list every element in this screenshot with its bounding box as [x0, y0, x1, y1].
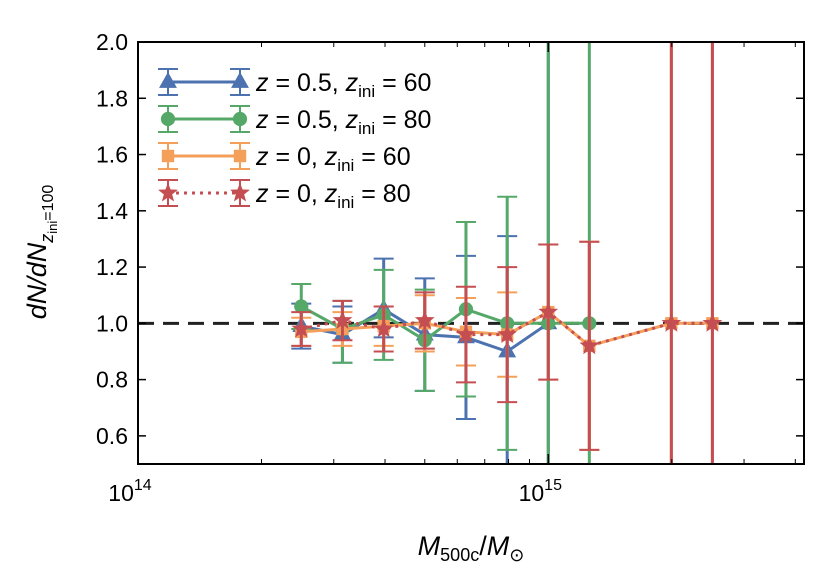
legend-label: z = 0.5, zini = 60 — [255, 69, 431, 101]
legend-marker — [233, 149, 247, 163]
series-3 — [291, 42, 723, 464]
data-point — [291, 318, 312, 338]
y-tick-label: 0.8 — [96, 367, 128, 393]
data-point — [414, 310, 435, 329]
legend-marker — [231, 71, 249, 88]
data-point — [332, 310, 353, 329]
data-point — [456, 324, 476, 344]
y-tick-label: 1.0 — [96, 310, 128, 336]
data-point — [373, 318, 394, 338]
y-tick-label: 2.0 — [96, 29, 128, 55]
y-tick-label: 0.6 — [96, 423, 128, 449]
y-tick-label: 1.4 — [96, 198, 128, 224]
y-axis-label: dN/dNzini=100 — [22, 185, 60, 320]
legend-marker — [232, 111, 248, 127]
x-axis-label: M500c/M⊙ — [418, 531, 525, 565]
legend-marker — [160, 111, 176, 127]
legend-label: z = 0, zini = 60 — [255, 143, 411, 175]
data-point — [661, 312, 682, 332]
legend-entry-1: z = 0.5, zini = 80 — [158, 105, 431, 138]
plot-frame — [137, 41, 805, 465]
y-tick-label: 1.6 — [96, 142, 128, 168]
data-point — [579, 335, 600, 355]
legend-entry-3: z = 0, zini = 80 — [158, 179, 411, 212]
legend-marker — [230, 182, 250, 202]
y-tick-label: 1.8 — [96, 85, 128, 111]
legend-entry-2: z = 0, zini = 60 — [158, 142, 411, 175]
legend-marker — [161, 149, 175, 163]
legend-label: z = 0, zini = 80 — [255, 180, 411, 212]
data-point — [497, 324, 518, 344]
data-point — [538, 301, 559, 321]
x-tick-label: 1015 — [519, 477, 562, 506]
data-point — [294, 299, 309, 314]
y-tick-label: 1.2 — [96, 254, 128, 280]
x-tick-label: 1014 — [108, 477, 151, 506]
legend-label: z = 0.5, zini = 80 — [255, 106, 431, 138]
legend-marker — [159, 71, 177, 88]
legend-entry-0: z = 0.5, zini = 60 — [158, 68, 431, 101]
series-line — [300, 310, 713, 348]
data-point — [702, 312, 723, 332]
legend-marker — [158, 182, 178, 202]
